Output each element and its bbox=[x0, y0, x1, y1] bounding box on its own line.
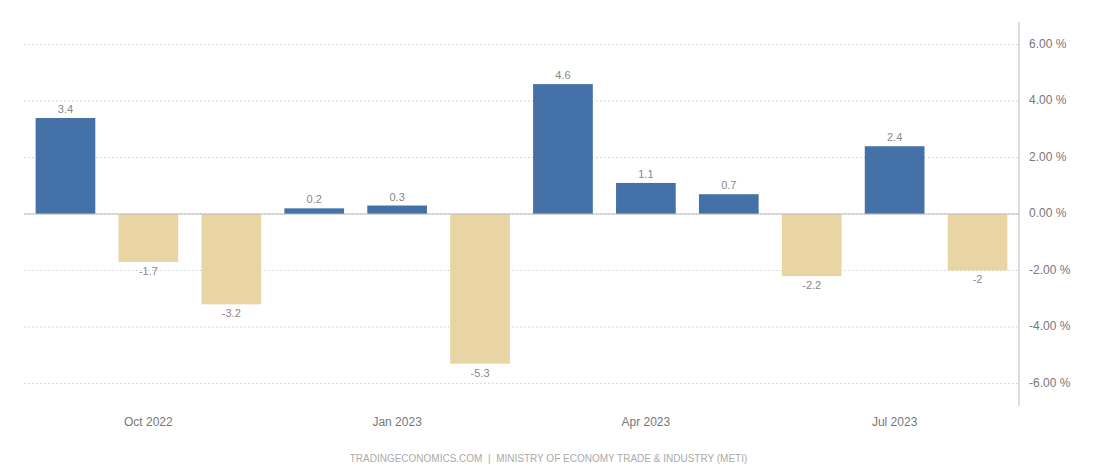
bar bbox=[36, 118, 96, 214]
y-tick-label: -4.00 % bbox=[1029, 319, 1071, 333]
grid-line bbox=[24, 44, 1019, 45]
grid-line bbox=[24, 326, 1019, 327]
footer: TRADINGECONOMICS.COM | MINISTRY OF ECONO… bbox=[350, 453, 748, 464]
bar bbox=[450, 214, 510, 364]
grid-line bbox=[24, 270, 1019, 271]
y-tick-label: 4.00 % bbox=[1029, 93, 1067, 107]
x-tick-label: Oct 2022 bbox=[124, 415, 173, 429]
grid-line bbox=[24, 383, 1019, 384]
bar bbox=[948, 214, 1008, 270]
y-tick-label: -2.00 % bbox=[1029, 263, 1071, 277]
x-tick-label: Apr 2023 bbox=[622, 415, 671, 429]
bar bbox=[533, 84, 593, 214]
x-tick-label: Jan 2023 bbox=[372, 415, 422, 429]
data-labels: 3.4 -1.7 -3.2 0.2 0.3 -5.3 4.6 1.1 0.7 -2.2 2.4 -2 bbox=[58, 69, 983, 379]
y-axis: -6.00 % -4.00 % -2.00 % 0.00 % 2.00 % 4.00 % 6… bbox=[1019, 22, 1071, 406]
data-label: 0.7 bbox=[721, 179, 736, 191]
x-tick-label: Jul 2023 bbox=[872, 415, 918, 429]
y-tick-label: -6.00 % bbox=[1029, 376, 1071, 390]
data-label: -5.3 bbox=[471, 367, 490, 379]
grid bbox=[24, 45, 1019, 384]
grid-line bbox=[24, 214, 1019, 215]
bars bbox=[36, 84, 1008, 364]
y-tick-label: 2.00 % bbox=[1029, 150, 1067, 164]
chart: -6.00 % -4.00 % -2.00 % 0.00 % 2.00 % 4.00 % 6… bbox=[0, 0, 1097, 472]
data-label: -2.2 bbox=[802, 279, 821, 291]
y-tick-label: 0.00 % bbox=[1029, 206, 1067, 220]
y-tick-label: 6.00 % bbox=[1029, 37, 1067, 51]
data-label: 0.3 bbox=[389, 191, 404, 203]
grid-line bbox=[24, 101, 1019, 102]
bar bbox=[284, 208, 344, 214]
data-label: 1.1 bbox=[638, 168, 653, 180]
data-label: -1.7 bbox=[139, 265, 158, 277]
bar bbox=[699, 194, 759, 214]
data-label: 3.4 bbox=[58, 103, 73, 115]
data-label: -2 bbox=[973, 273, 983, 285]
bar bbox=[201, 214, 261, 304]
bar bbox=[119, 214, 179, 262]
bar bbox=[782, 214, 842, 276]
x-axis: Oct 2022 Jan 2023 Apr 2023 Jul 2023 bbox=[124, 415, 918, 429]
baseline bbox=[24, 214, 1019, 215]
data-label: -3.2 bbox=[222, 307, 241, 319]
bar bbox=[865, 146, 925, 214]
data-label: 0.2 bbox=[307, 193, 322, 205]
data-label: 2.4 bbox=[887, 131, 902, 143]
bar bbox=[616, 183, 676, 214]
data-label: 4.6 bbox=[555, 69, 570, 81]
bar bbox=[367, 206, 427, 214]
